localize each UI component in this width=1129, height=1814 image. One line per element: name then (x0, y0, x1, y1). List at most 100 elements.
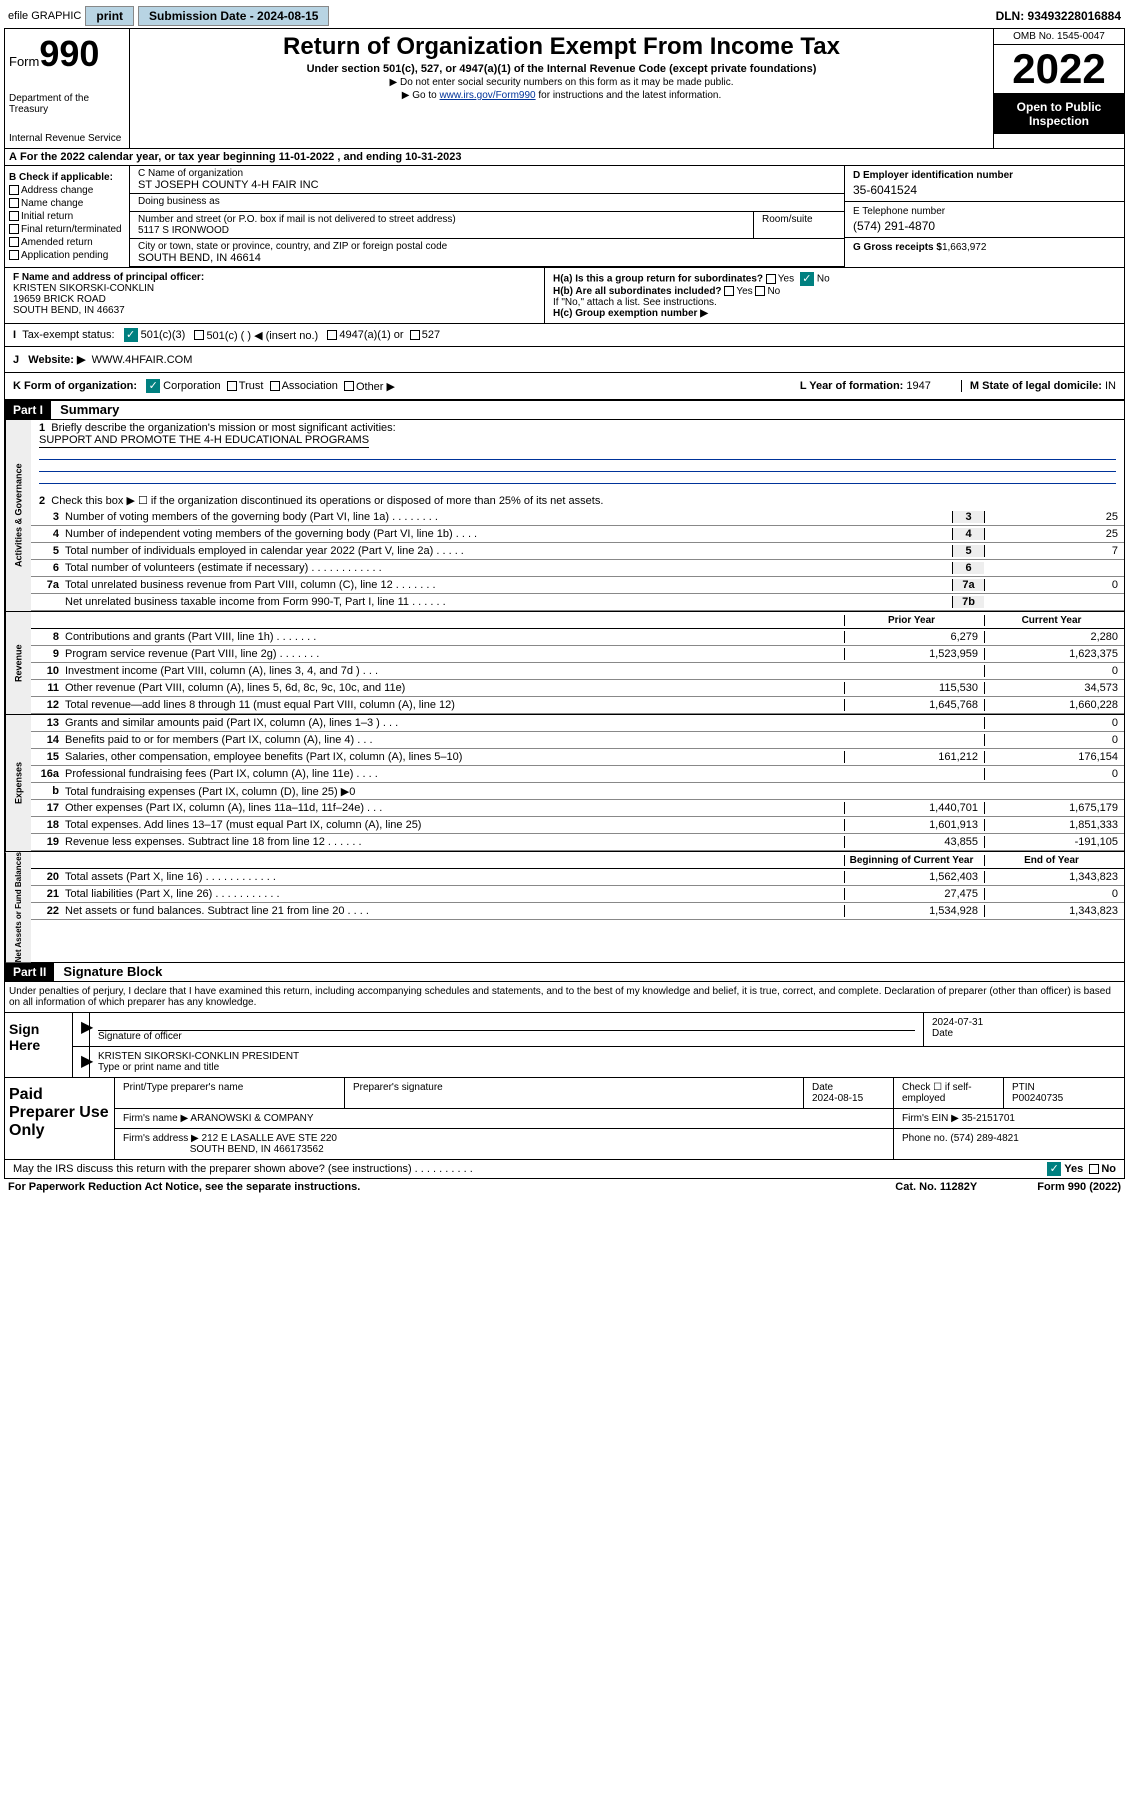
prior-val: 6,279 (844, 631, 984, 643)
line-text: Program service revenue (Part VIII, line… (65, 647, 844, 661)
inspection-label: Open to Public Inspection (994, 94, 1124, 134)
chk-name-change[interactable] (9, 198, 19, 208)
form-ref: Form 990 (2022) (1037, 1181, 1121, 1193)
line-num: 11 (31, 682, 65, 694)
website-row: J Website: ▶ WWW.4HFAIR.COM (4, 347, 1125, 373)
line-val: 25 (984, 511, 1124, 523)
year-box: OMB No. 1545-0047 2022 Open to Public In… (994, 29, 1124, 148)
revenue-section: Revenue Prior Year Current Year 8 Contri… (4, 612, 1125, 715)
street-val: 5117 S IRONWOOD (138, 225, 745, 236)
line-box: 7b (952, 596, 984, 608)
city-row: City or town, state or province, country… (130, 239, 844, 267)
chk-4947[interactable] (327, 330, 337, 340)
chk-other[interactable] (344, 381, 354, 391)
line-text: Total fundraising expenses (Part IX, col… (65, 784, 844, 799)
col-right: D Employer identification number 35-6041… (844, 166, 1124, 267)
mission-line3 (39, 472, 1116, 484)
prior-val: 1,534,928 (844, 905, 984, 917)
line-text: Total expenses. Add lines 13–17 (must eq… (65, 818, 844, 832)
line-text: Contributions and grants (Part VIII, lin… (65, 630, 844, 644)
chk-final[interactable] (9, 224, 19, 234)
opt-initial: Initial return (21, 211, 73, 222)
current-val: 34,573 (984, 682, 1124, 694)
sign-here-row: Sign Here ▶ Signature of officer 2024-07… (4, 1013, 1125, 1078)
dept-label: Department of the Treasury (9, 93, 125, 115)
line-box: 6 (952, 562, 984, 574)
line-num: b (31, 785, 65, 797)
data-line: 22 Net assets or fund balances. Subtract… (31, 903, 1124, 920)
line-num: 20 (31, 871, 65, 883)
line-text: Total assets (Part X, line 16) . . . . .… (65, 870, 844, 884)
irs-link[interactable]: www.irs.gov/Form990 (439, 90, 535, 101)
sig-date-label: Date (932, 1028, 1116, 1039)
data-line: 8 Contributions and grants (Part VIII, l… (31, 629, 1124, 646)
submission-button[interactable]: Submission Date - 2024-08-15 (138, 6, 329, 26)
g-label: G Gross receipts $ (853, 242, 942, 253)
room-label: Room/suite (762, 214, 836, 225)
irs-yes-chk[interactable]: ✓ (1047, 1162, 1061, 1176)
line-num: 4 (31, 528, 65, 540)
data-line: 21 Total liabilities (Part X, line 26) .… (31, 886, 1124, 903)
irs-label: Internal Revenue Service (9, 133, 125, 144)
prior-val: 115,530 (844, 682, 984, 694)
officer-name: KRISTEN SIKORSKI-CONKLIN (13, 283, 154, 294)
section-a-text: For the 2022 calendar year, or tax year … (20, 151, 461, 163)
website-val: WWW.4HFAIR.COM (92, 354, 193, 366)
data-line: 14 Benefits paid to or for members (Part… (31, 732, 1124, 749)
k-row: K Form of organization: ✓Corporation Tru… (4, 373, 1125, 400)
current-val: 1,675,179 (984, 802, 1124, 814)
prep-sig-label: Preparer's signature (345, 1078, 804, 1108)
pp-phone-val: (574) 289-4821 (950, 1133, 1018, 1144)
ha-no-chk[interactable]: ✓ (800, 272, 814, 286)
irs-no-chk[interactable] (1089, 1164, 1099, 1174)
line-num: 22 (31, 905, 65, 917)
chk-initial[interactable] (9, 211, 19, 221)
ha-yes-chk[interactable] (766, 274, 776, 284)
chk-527[interactable] (410, 330, 420, 340)
form-header: Form990 Department of the Treasury Inter… (4, 28, 1125, 149)
note2: ▶ Go to www.irs.gov/Form990 for instruct… (134, 90, 989, 101)
mission-line1 (39, 448, 1116, 460)
chk-pending[interactable] (9, 250, 19, 260)
gov-line: 7a Total unrelated business revenue from… (31, 577, 1124, 594)
paid-preparer-block: Paid Preparer Use Only Print/Type prepar… (4, 1078, 1125, 1160)
data-line: 17 Other expenses (Part IX, column (A), … (31, 800, 1124, 817)
current-val: 1,343,823 (984, 871, 1124, 883)
chk-assoc[interactable] (270, 381, 280, 391)
line-num: 14 (31, 734, 65, 746)
penalty-text: Under penalties of perjury, I declare th… (4, 982, 1125, 1013)
line-text: Grants and similar amounts paid (Part IX… (65, 716, 844, 730)
hb-yes-chk[interactable] (724, 286, 734, 296)
chk-trust[interactable] (227, 381, 237, 391)
data-line: 13 Grants and similar amounts paid (Part… (31, 715, 1124, 732)
hc-label: H(c) Group exemption number ▶ (553, 308, 708, 319)
k-label: K Form of organization: (13, 380, 137, 392)
chk-corp[interactable]: ✓ (146, 379, 160, 393)
mission-text: SUPPORT AND PROMOTE THE 4-H EDUCATIONAL … (39, 434, 369, 448)
data-line: 16a Professional fundraising fees (Part … (31, 766, 1124, 783)
print-button[interactable]: print (85, 6, 134, 26)
part2-tag: Part II (5, 963, 54, 981)
chk-501c[interactable] (194, 330, 204, 340)
line-num: 10 (31, 665, 65, 677)
corp-label: Corporation (163, 380, 220, 392)
data-line: 18 Total expenses. Add lines 13–17 (must… (31, 817, 1124, 834)
irs-discuss-row: May the IRS discuss this return with the… (4, 1160, 1125, 1179)
form-number-box: Form990 Department of the Treasury Inter… (5, 29, 130, 148)
line-text: Total revenue—add lines 8 through 11 (mu… (65, 698, 844, 712)
irs-q-text: May the IRS discuss this return with the… (13, 1163, 473, 1175)
line-num: 13 (31, 717, 65, 729)
chk-amended[interactable] (9, 237, 19, 247)
form-num: 990 (39, 33, 99, 74)
name-title-val: KRISTEN SIKORSKI-CONKLIN PRESIDENT (98, 1051, 1116, 1062)
data-line: b Total fundraising expenses (Part IX, c… (31, 783, 1124, 800)
hb-no-chk[interactable] (755, 286, 765, 296)
chk-addr-change[interactable] (9, 185, 19, 195)
website-label: Website: ▶ (28, 354, 85, 366)
line-box: 7a (952, 579, 984, 591)
chk-501c3[interactable]: ✓ (124, 328, 138, 342)
firm-addr1: 212 E LASALLE AVE STE 220 (202, 1133, 337, 1144)
line-text: Net assets or fund balances. Subtract li… (65, 904, 844, 918)
data-line: 19 Revenue less expenses. Subtract line … (31, 834, 1124, 851)
street-label: Number and street (or P.O. box if mail i… (138, 214, 745, 225)
